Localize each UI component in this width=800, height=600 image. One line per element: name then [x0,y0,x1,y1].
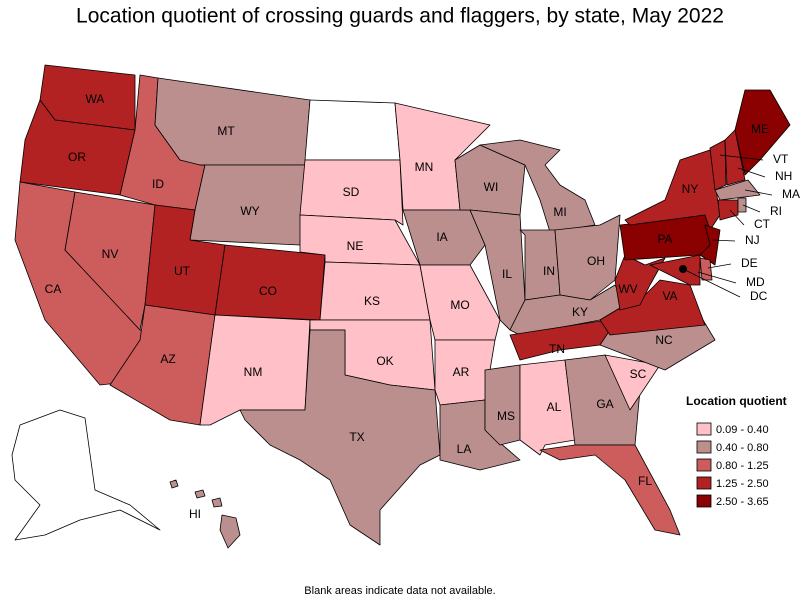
state-label: MO [450,298,469,312]
state-shape [717,199,739,221]
state-label: MA [782,187,800,201]
state-label: CO [259,284,277,298]
leader-line [711,239,736,242]
leader-line [707,263,732,269]
state-shape [64,191,156,331]
state-label: VT [773,152,789,166]
state-shape [239,329,441,546]
leader-line [682,268,741,298]
legend-label: 0.09 - 0.40 [716,424,769,436]
state-label: VA [662,289,677,303]
state-shape [734,89,791,176]
state-label: DC [750,289,768,303]
footnote: Blank areas indicate data not available. [304,585,495,597]
state-label: NJ [745,233,760,247]
state-label: AL [547,400,562,414]
state-shape [624,149,721,231]
state-label: KY [572,305,588,319]
legend-label: 0.80 - 1.25 [716,460,769,472]
state-shape [714,179,761,201]
state-label: TN [549,342,565,356]
state-label: NM [244,365,263,379]
state-label: IN [543,264,555,278]
state-shape [214,244,326,321]
states [11,64,791,549]
state-label: MT [217,124,235,138]
map-title: Location quotient of crossing guards and… [76,5,724,28]
state-label: OR [68,150,86,164]
state-label: MS [497,409,515,423]
state-label: MD [746,275,765,289]
state-label: GA [596,397,613,411]
state-label: WA [86,92,105,106]
state-shape [154,77,311,166]
state-shape [11,409,161,541]
state-label: RI [770,204,782,218]
state-label: OH [587,254,605,268]
legend-swatch [696,476,712,490]
state-label: FL [638,474,652,488]
leader-line [719,154,764,161]
state-label: IA [436,230,447,244]
state-shape [402,209,486,266]
legend-label: 2.50 - 3.65 [716,496,769,508]
state-label: WY [240,204,259,218]
leader-line [697,271,737,284]
legend-swatch [696,458,712,472]
state-label: MN [415,160,434,174]
state-label: NC [655,333,673,347]
legend-swatch [696,494,712,508]
state-label: IL [502,267,512,281]
state-label: CT [754,217,771,231]
state-shape [484,364,521,446]
state-shape [479,139,596,233]
legend-title: Location quotient [686,394,787,408]
state-label: CA [45,282,62,296]
state-shape [319,261,431,321]
state-label: AR [453,365,470,379]
state-label: WI [484,180,499,194]
state-label: ID [152,177,164,191]
state-label: AZ [160,352,175,366]
state-label: NE [347,239,364,253]
leader-line [737,167,766,178]
state-shape [304,99,401,161]
state-shape [724,129,746,186]
state-shape [299,159,404,226]
state-label: DE [741,256,758,270]
state-shape [169,479,241,549]
state-shape [709,139,727,191]
legend-label: 1.25 - 2.50 [716,478,769,490]
legend-label: 0.40 - 0.80 [716,442,769,454]
state-label: NV [102,247,119,261]
state-label: KS [364,294,380,308]
legend-swatch [696,440,712,454]
state-label: NY [682,182,699,196]
leader-line [729,209,745,226]
leader-line [744,189,773,196]
state-shape [737,197,747,213]
state-label: MI [553,205,566,219]
state-label: OK [376,354,393,368]
leader-line [742,204,761,213]
state-shape [539,444,681,536]
state-shape [699,257,713,281]
state-label: WV [618,282,637,296]
state-shape [649,254,701,286]
legend: 0.09 - 0.40 0.40 - 0.80 0.80 - 1.25 1.25 - … [696,422,769,508]
state-label: LA [457,442,472,456]
state-label: ME [751,122,769,136]
state-label: PA [657,232,672,246]
state-labels: WA OR CA NV ID MT WY UT CO AZ NM SD NE KS OK TX MN IA MO AR… [45,92,800,521]
legend-swatch [696,422,712,436]
state-label: NH [775,169,792,183]
state-label: UT [174,264,191,278]
state-label: SC [630,367,647,381]
state-shape [604,354,661,411]
state-label: HI [189,507,201,521]
state-label: TX [349,430,364,444]
state-label: SD [343,185,360,199]
